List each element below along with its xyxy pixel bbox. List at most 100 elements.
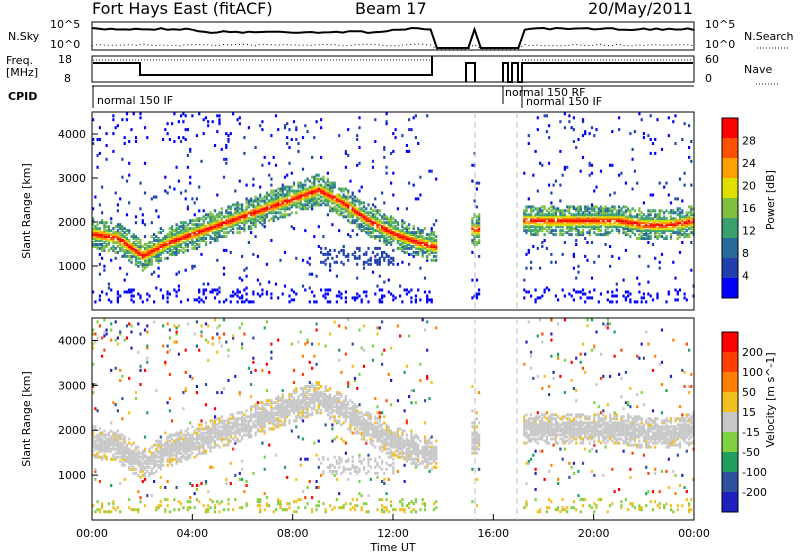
echo-cell: [475, 231, 478, 235]
echo-cell: [232, 431, 235, 435]
echo-cell: [159, 451, 162, 455]
echo-cell: [575, 227, 578, 231]
echo-cell: [611, 254, 614, 258]
echo-cell: [130, 459, 133, 463]
echo-cell: [324, 203, 327, 207]
echo-cell: [358, 225, 361, 229]
echo-cell: [155, 256, 158, 260]
echo-cell: [410, 241, 413, 244]
echo-cell: [193, 241, 196, 244]
echo-cell: [277, 421, 280, 425]
echo-cell: [362, 227, 366, 231]
echo-cell: [162, 239, 165, 242]
echo-cell: [180, 221, 183, 225]
echo-cell: [209, 221, 212, 225]
echo-cell: [114, 191, 117, 195]
echo-cell: [326, 193, 329, 197]
echo-cell: [175, 433, 178, 437]
echo-cell: [222, 227, 226, 231]
echo-cell: [279, 504, 282, 508]
echo-cell: [146, 252, 149, 256]
echo-cell: [200, 419, 203, 423]
echo-cell: [92, 429, 95, 433]
echo-cell: [229, 205, 232, 209]
echo-cell: [222, 443, 226, 447]
echo-cell: [225, 157, 228, 161]
echo-cell: [313, 203, 316, 207]
cpid-segment-1: normal 150 IF: [97, 94, 173, 107]
echo-cell: [236, 203, 239, 207]
echo-cell: [344, 296, 347, 300]
echo-cell: [268, 443, 271, 447]
echo-cell: [550, 213, 553, 217]
echo-cell: [180, 445, 183, 449]
echo-cell: [356, 215, 359, 219]
echo-cell: [200, 482, 203, 485]
echo-cell: [326, 288, 329, 292]
echo-cell: [184, 387, 187, 390]
echo-cell: [175, 290, 178, 294]
echo-cell: [198, 449, 201, 453]
echo-cell: [478, 233, 481, 237]
echo-cell: [123, 449, 126, 453]
echo-cell: [561, 288, 564, 292]
echo-cell: [143, 467, 147, 471]
echo-cell: [642, 292, 645, 296]
echo-cell: [543, 213, 546, 217]
echo-cell: [139, 260, 142, 264]
echo-cell: [678, 250, 682, 254]
echo-cell: [270, 427, 273, 431]
echo-cell: [683, 296, 686, 300]
echo-cell: [299, 457, 302, 461]
echo-cell: [198, 217, 201, 221]
echo-cell: [385, 241, 388, 244]
echo-cell: [417, 241, 420, 244]
echo-cell: [435, 248, 438, 252]
echo-cell: [317, 173, 320, 177]
echo-cell: [184, 241, 187, 244]
echo-cell: [92, 383, 95, 386]
echo-cell: [128, 254, 131, 258]
echo-cell: [218, 502, 221, 506]
echo-cell: [620, 225, 623, 229]
echo-cell: [207, 427, 210, 431]
echo-cell: [315, 480, 318, 483]
echo-cell: [279, 258, 282, 262]
echo-cell: [423, 243, 427, 246]
echo-cell: [92, 391, 95, 395]
echo-cell: [211, 288, 214, 292]
echo-cell: [478, 181, 481, 185]
echo-cell: [403, 241, 406, 244]
echo-cell: [629, 217, 632, 221]
echo-cell: [277, 399, 280, 403]
echo-cell: [539, 217, 542, 221]
echo-cell: [148, 473, 151, 477]
echo-cell: [640, 231, 643, 235]
echo-cell: [222, 387, 226, 390]
echo-cell: [263, 492, 266, 496]
echo-cell: [277, 407, 280, 411]
echo-cell: [428, 252, 431, 256]
echo-cell: [351, 221, 354, 225]
echo-cell: [186, 441, 189, 445]
echo-cell: [155, 209, 158, 213]
echo-cell: [146, 258, 149, 262]
echo-cell: [234, 473, 237, 477]
echo-cell: [202, 292, 205, 296]
echo-cell: [401, 223, 404, 227]
echo-cell: [202, 451, 205, 455]
echo-cell: [175, 165, 178, 169]
echo-cell: [681, 209, 684, 213]
echo-cell: [261, 413, 264, 417]
echo-cell: [288, 395, 291, 399]
echo-cell: [105, 132, 108, 136]
echo-cell: [204, 383, 208, 386]
echo-cell: [595, 219, 598, 223]
echo-cell: [189, 219, 192, 223]
echo-cell: [268, 411, 271, 415]
echo-cell: [254, 211, 257, 215]
echo-cell: [103, 443, 106, 447]
echo-cell: [216, 229, 219, 233]
echo-cell: [166, 350, 169, 354]
echo-cell: [134, 215, 138, 219]
